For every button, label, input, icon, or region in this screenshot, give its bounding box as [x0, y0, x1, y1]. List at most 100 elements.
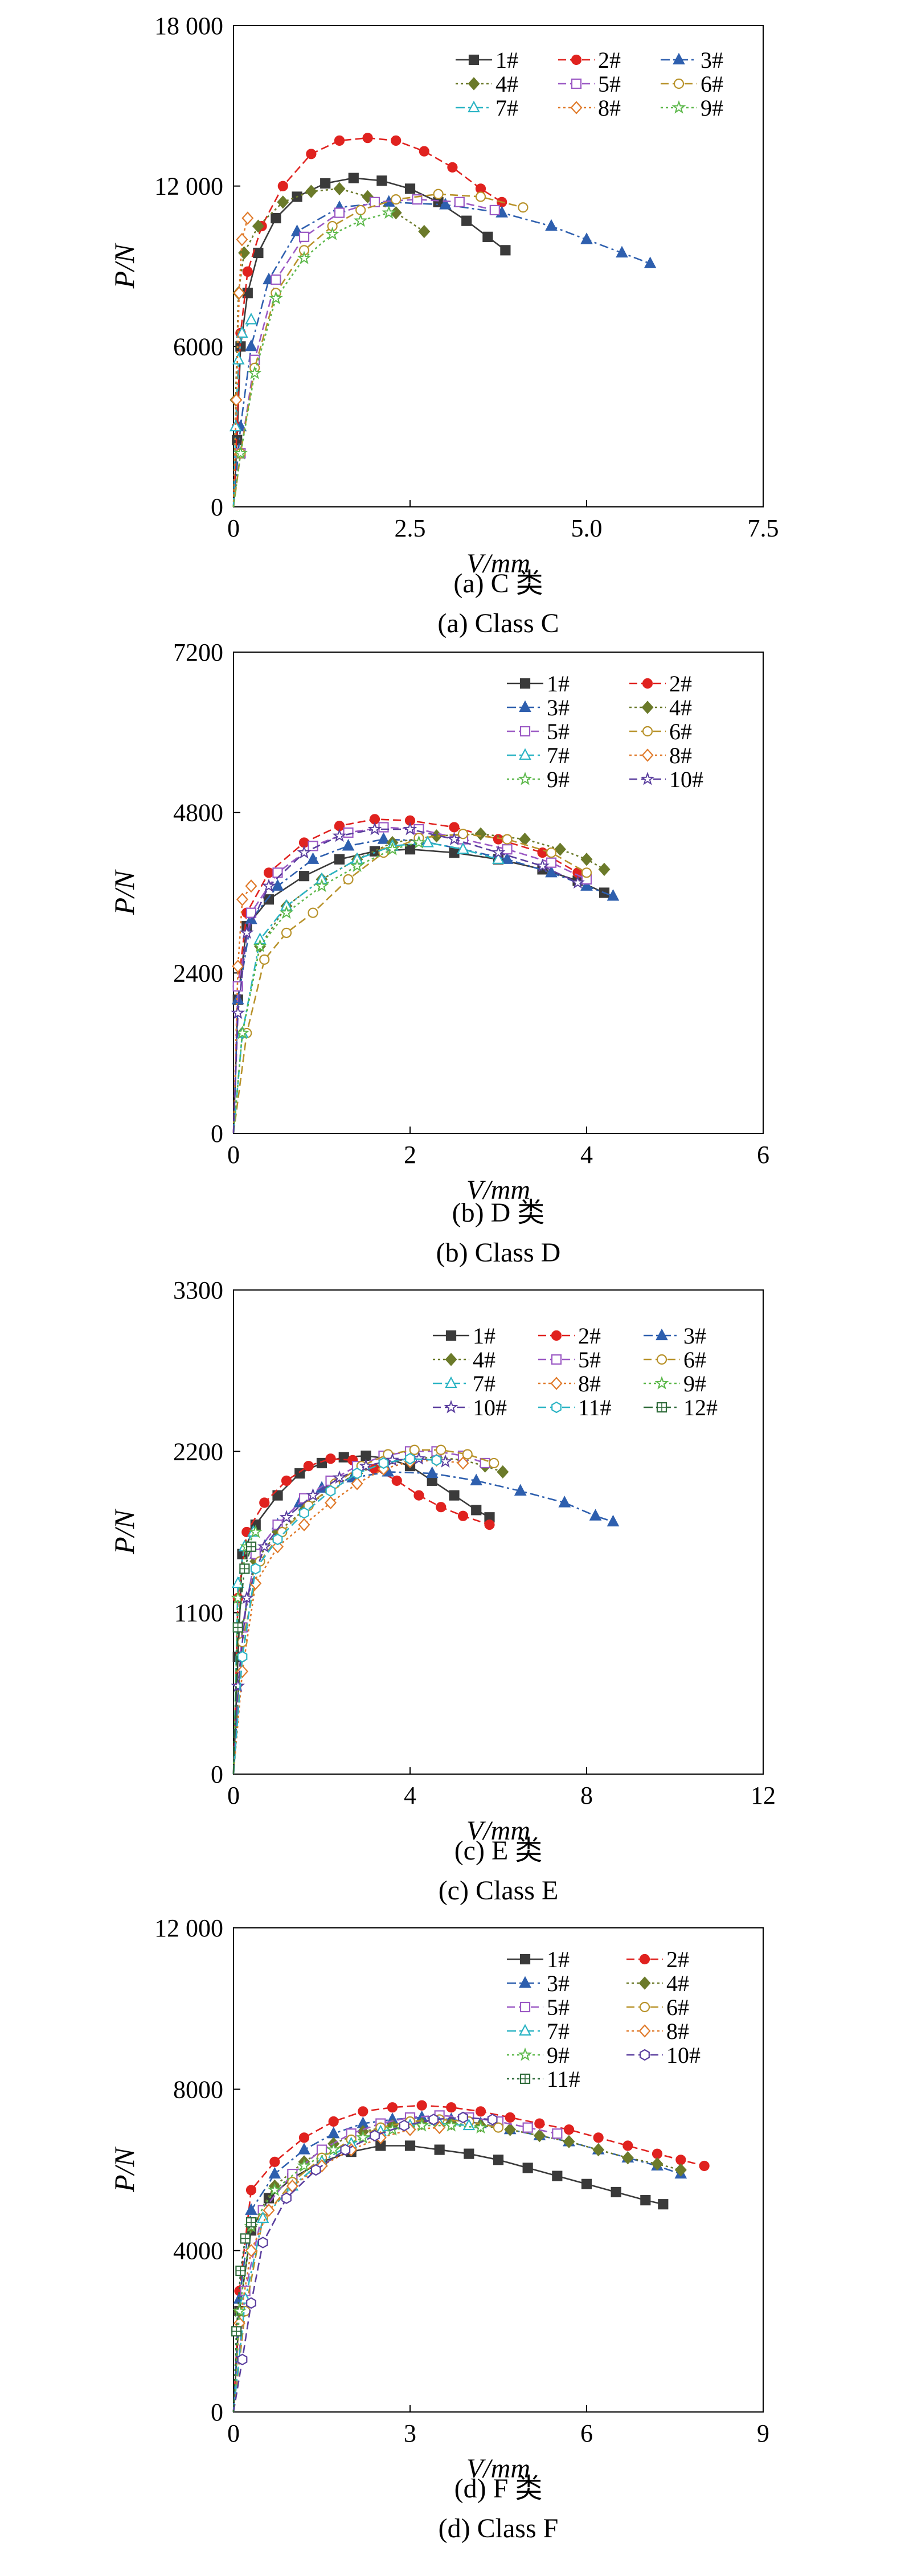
data-point	[652, 2148, 663, 2159]
data-point	[403, 822, 417, 836]
legend-label: 11#	[578, 1395, 612, 1420]
data-point	[412, 835, 426, 849]
series-7#	[229, 313, 257, 507]
data-point	[241, 211, 254, 225]
data-point	[327, 2126, 340, 2139]
data-point	[355, 204, 366, 216]
plot-frame	[233, 25, 764, 507]
x-tick-label: 8	[580, 1782, 593, 1809]
data-point	[334, 207, 345, 218]
data-point	[533, 2129, 546, 2143]
y-tick-label: 4800	[173, 799, 223, 827]
legend-marker	[468, 100, 480, 113]
legend-label: 11#	[547, 2066, 580, 2092]
legend-item: 2#	[629, 671, 692, 697]
legend-item: 10#	[626, 2042, 701, 2068]
data-point	[232, 959, 244, 973]
legend-item: 1#	[507, 671, 570, 697]
data-point	[500, 245, 511, 256]
data-point	[391, 194, 402, 205]
series-11#	[232, 1452, 442, 1775]
data-point	[272, 1540, 284, 1554]
legend-item: 5#	[507, 1995, 570, 2020]
data-point	[263, 2204, 275, 2217]
legend-label: 3#	[683, 1323, 706, 1349]
data-point	[622, 2140, 633, 2151]
legend-marker	[445, 1330, 457, 1341]
legend-label: 1#	[547, 1947, 570, 1972]
data-point	[505, 2112, 515, 2123]
y-axis-label: P/N	[108, 1508, 140, 1554]
series-line	[232, 1457, 490, 1775]
data-point	[233, 286, 245, 300]
series-10#	[232, 2111, 498, 2413]
data-point	[306, 1488, 320, 1502]
series-10#	[231, 1451, 453, 1775]
data-point	[231, 1005, 245, 1019]
legend-item: 6#	[626, 1995, 689, 2020]
data-point	[259, 954, 270, 965]
legend-item: 7#	[507, 743, 570, 768]
legend-item: 4#	[626, 1971, 689, 1996]
legend-marker	[673, 78, 685, 89]
data-point	[482, 231, 493, 242]
series-line	[232, 1456, 503, 1775]
series-1#	[232, 844, 610, 1134]
legend-item: 11#	[538, 1395, 612, 1420]
caption-en: (b) Class D	[436, 1238, 561, 1268]
legend-marker	[641, 701, 654, 714]
data-point	[428, 2114, 439, 2125]
y-tick-label: 18 000	[154, 12, 223, 40]
data-point	[334, 854, 345, 865]
series-4#	[232, 2116, 687, 2413]
data-point	[504, 2123, 517, 2136]
data-point	[675, 2155, 686, 2165]
data-point	[325, 227, 339, 240]
legend-item: 1#	[433, 1323, 495, 1349]
series-line	[232, 1455, 490, 1775]
data-point	[607, 1514, 620, 1527]
legend-marker	[671, 100, 686, 114]
data-point	[419, 146, 429, 157]
data-point	[297, 845, 312, 859]
data-point	[699, 2160, 710, 2172]
y-tick-label: 1100	[174, 1599, 223, 1627]
legend-marker	[638, 2024, 651, 2038]
series-line	[232, 1449, 494, 1775]
data-point	[267, 2182, 282, 2196]
data-point	[253, 939, 267, 952]
legend-marker	[571, 54, 582, 65]
data-point	[457, 829, 469, 839]
legend-label: 1#	[547, 671, 570, 697]
data-point	[235, 2265, 246, 2276]
data-point	[382, 205, 396, 219]
data-point	[475, 191, 486, 202]
legend-marker	[518, 772, 533, 785]
legend-marker	[642, 678, 653, 689]
data-point	[449, 1490, 460, 1501]
series-line	[232, 2115, 558, 2413]
data-point	[272, 1533, 283, 1546]
legend-item: 6#	[629, 719, 692, 744]
data-point	[245, 313, 257, 325]
x-tick-label: 2	[404, 1141, 416, 1169]
data-point	[464, 2148, 474, 2159]
data-point	[552, 2170, 563, 2181]
legend-marker	[468, 54, 480, 65]
data-point	[261, 878, 276, 892]
data-point	[236, 326, 248, 338]
data-point	[514, 1484, 527, 1496]
legend-item: 3#	[507, 695, 570, 720]
legend-item: 1#	[456, 47, 518, 73]
data-point	[449, 847, 460, 858]
data-point	[257, 1539, 272, 1553]
legend-label: 2#	[578, 1323, 601, 1349]
data-point	[325, 1453, 336, 1464]
data-point	[298, 871, 310, 882]
legend-label: 6#	[683, 1347, 706, 1373]
data-point	[545, 865, 558, 878]
legend-marker	[518, 2047, 533, 2061]
x-tick-label: 3	[404, 2419, 416, 2447]
y-tick-label: 4000	[173, 2237, 223, 2265]
data-point	[247, 366, 262, 379]
